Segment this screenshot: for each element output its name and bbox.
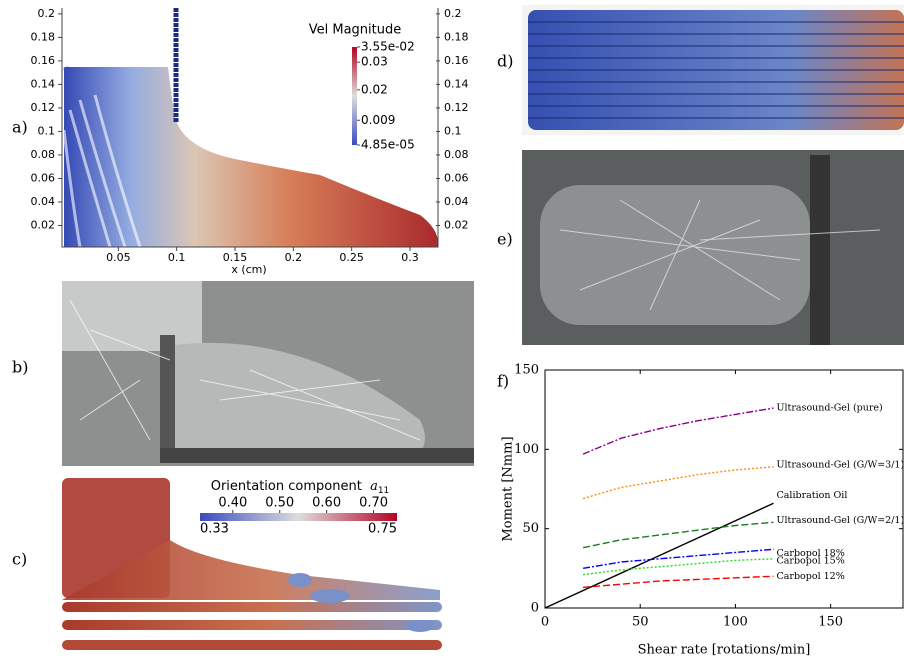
colorbar-title: Orientation component a11 — [211, 479, 390, 496]
y-tick-label-right: 0.08 — [444, 148, 469, 161]
x-axis-label: Shear rate [rotations/min] — [638, 643, 811, 658]
y-tick-label-right: 0.12 — [444, 101, 469, 114]
y-tick-label: 0.02 — [31, 218, 56, 231]
series-label: Ultrasound-Gel (pure) — [777, 403, 883, 414]
y-tick-label-right: 0.06 — [444, 171, 469, 184]
y-tick-label: 0.1 — [38, 124, 56, 137]
particle-render — [62, 8, 439, 248]
y-tick-label-right: 0.16 — [444, 54, 469, 67]
y-tick-label: 100 — [514, 442, 539, 457]
panel-f-chart: 0 50 100 150 0 50 100 150 Shear rate [rotations/… — [501, 363, 904, 658]
series-line — [582, 558, 774, 576]
colorbar-end-label: 0.33 — [200, 522, 229, 537]
series-label: Calibration Oil — [777, 490, 848, 501]
x-tick-label: 0.1 — [168, 251, 186, 264]
plot-frame — [544, 369, 904, 609]
colorbar-tick-label: 0.03 — [361, 55, 388, 69]
series-label: Ultrasound-Gel (G/W=3/1) — [777, 459, 904, 470]
y-tick-label: 0.16 — [31, 54, 56, 67]
x-axis-label: x (cm) — [231, 263, 266, 276]
y-tick-label: 0.2 — [38, 7, 56, 20]
y-tick-label-right: 0.18 — [444, 30, 469, 43]
series-line — [582, 521, 774, 549]
colorbar-tick-label: 0.02 — [361, 82, 388, 96]
y-tick-label-right: 0.1 — [444, 124, 462, 137]
series-line — [544, 502, 774, 609]
series-line — [583, 575, 774, 589]
colorbar-tick-label: 0.60 — [312, 496, 341, 511]
x-tick-label: 0.15 — [223, 251, 248, 264]
panel-label: e) — [497, 230, 513, 249]
colorbar-tick-label: 0.009 — [361, 113, 395, 127]
y-tick-label: 0.14 — [31, 77, 56, 90]
colorbar-tick-label: 4.85e-05 — [361, 138, 415, 152]
y-tick-label: 0.12 — [31, 101, 56, 114]
x-tick-label: 100 — [723, 615, 748, 630]
x-tick-label: 0.3 — [401, 251, 419, 264]
series-label: Carbopol 18% — [777, 548, 845, 559]
colorbar — [352, 47, 357, 145]
series-label: Carbopol 15% — [777, 555, 845, 566]
x-tick-label: 0 — [541, 615, 549, 630]
y-axis-label: Moment [Nmm] — [501, 436, 516, 541]
x-tick-label: 0.05 — [106, 251, 131, 264]
series-line — [582, 548, 774, 570]
colorbar-tick-label: 3.55e-02 — [361, 40, 415, 54]
colorbar-tick-label: 0.50 — [265, 496, 294, 511]
y-tick-label-right: 0.2 — [444, 7, 462, 20]
colorbar-end-label: 0.75 — [368, 522, 397, 537]
y-tick-label-right: 0.14 — [444, 77, 469, 90]
x-tick-label: 0.25 — [339, 251, 364, 264]
y-tick-label-right: 0.02 — [444, 218, 469, 231]
colorbar — [200, 513, 397, 521]
panel-label: a) — [12, 118, 28, 137]
y-tick-label-right: 0.04 — [444, 195, 469, 208]
panel-label: b) — [12, 358, 28, 377]
colorbar-title: Vel Magnitude — [309, 23, 402, 38]
photo-e — [522, 150, 904, 345]
x-tick-label: 50 — [632, 615, 649, 630]
series-line — [582, 466, 774, 500]
title-symbol: a — [370, 479, 378, 494]
series-line — [582, 407, 774, 455]
panel-labels: a) b) c) d) e) f) — [12, 52, 513, 569]
y-tick-label: 50 — [522, 521, 539, 536]
y-tick-label: 0.06 — [31, 171, 56, 184]
colorbar-tick-label: 0.70 — [359, 496, 388, 511]
y-tick-label: 150 — [514, 363, 539, 378]
x-tick-label: 150 — [818, 615, 843, 630]
y-tick-label: 0.18 — [31, 30, 56, 43]
panel-label: d) — [497, 52, 513, 71]
photo-b — [62, 281, 474, 466]
y-tick-label: 0 — [531, 601, 539, 616]
title-subscript: 11 — [378, 486, 389, 496]
series-label: Carbopol 12% — [777, 571, 845, 582]
panel-a-axes: 0.05 0.1 0.15 0.2 0.25 0.3 0.02 0.02 0.04 0.04 0.0… — [31, 7, 469, 276]
panel-label: c) — [12, 550, 27, 569]
y-tick-label: 0.04 — [31, 195, 56, 208]
x-tick-label: 0.2 — [285, 251, 303, 264]
colorbar-tick-label: 0.40 — [218, 496, 247, 511]
render-d — [522, 5, 904, 135]
title-text: Orientation component — [211, 479, 370, 494]
panel-label: f) — [497, 372, 509, 391]
series-label: Ultrasound-Gel (G/W=2/1) — [777, 515, 904, 526]
fibre-render — [62, 478, 442, 650]
y-tick-label: 0.08 — [31, 148, 56, 161]
axis-frame — [61, 8, 439, 248]
